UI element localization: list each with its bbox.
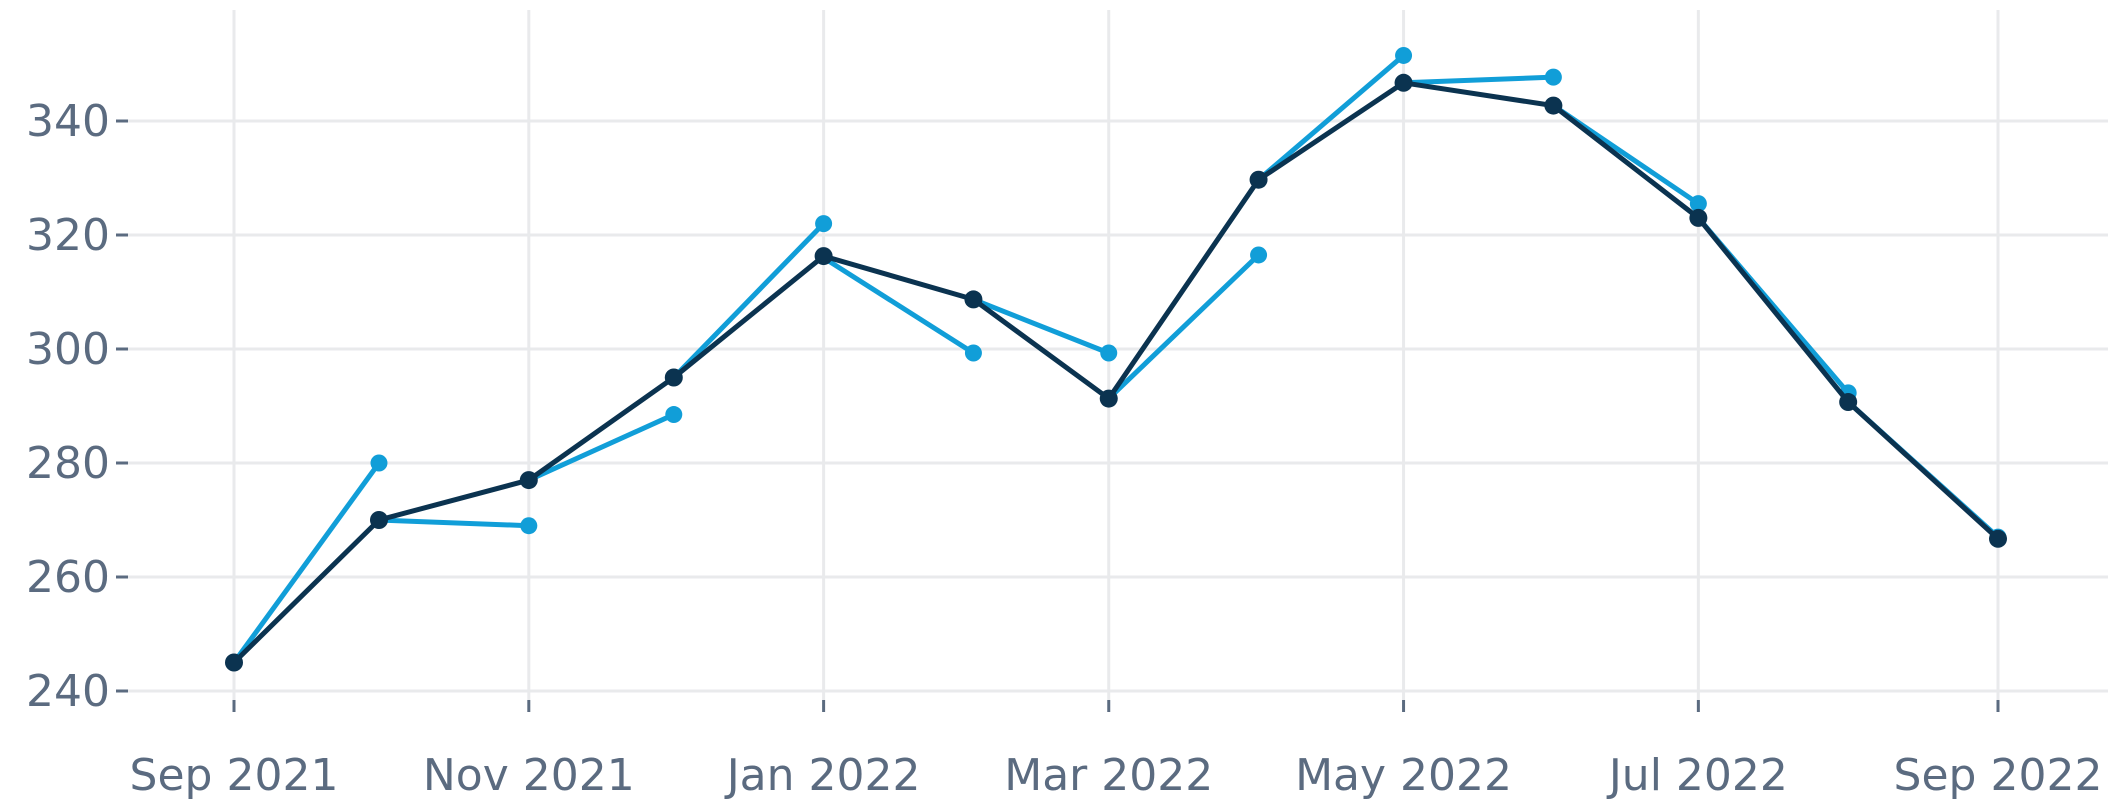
- x-tick-label: Jul 2022: [1606, 750, 1788, 801]
- x-tick-label: Nov 2021: [423, 750, 635, 801]
- forecast-point: [1544, 68, 1562, 86]
- actual-point: [1989, 529, 2007, 548]
- actual-point: [1099, 389, 1118, 408]
- forecast-segment-line: [1256, 53, 1406, 182]
- actual-point: [664, 368, 683, 387]
- actual-point: [1249, 170, 1268, 189]
- forecast-segments-series: [231, 46, 2007, 664]
- forecast-segment-line: [672, 221, 826, 380]
- actual-point: [1544, 96, 1563, 115]
- x-tick-label: Sep 2021: [130, 750, 339, 801]
- forecast-segment-line: [378, 517, 529, 529]
- x-axis: Sep 2021 Nov 2021 Jan 2022 Mar 2022 May 2022…: [130, 700, 2103, 801]
- forecast-segment-line: [527, 412, 675, 483]
- forecast-segment-line: [231, 461, 382, 664]
- series-layer: [225, 46, 2007, 672]
- forecast-point: [665, 406, 683, 424]
- actual-point: [369, 511, 388, 529]
- actual-series: [225, 73, 2007, 672]
- forecast-point: [815, 215, 833, 233]
- x-tick-label: Mar 2022: [1004, 750, 1213, 801]
- forecast-segment-line: [972, 297, 1110, 356]
- y-tick-label: 300: [26, 324, 110, 375]
- actual-point: [1689, 208, 1708, 227]
- y-tick-label: 260: [26, 552, 110, 603]
- forecast-point: [1395, 46, 1413, 64]
- y-axis: 240 260 280 300 320 340: [26, 96, 128, 717]
- actual-point: [1839, 393, 1858, 412]
- forecast-segment-line: [1107, 253, 1261, 401]
- forecast-point: [370, 454, 388, 472]
- forecast-point: [1689, 195, 1707, 213]
- actual-point: [225, 653, 243, 672]
- x-tick-label: May 2022: [1295, 750, 1512, 801]
- forecast-segment-line: [822, 255, 975, 356]
- forecast-point: [964, 344, 982, 362]
- y-tick-label: 240: [26, 666, 110, 717]
- x-tick-label: Sep 2022: [1894, 750, 2103, 801]
- y-tick-label: 280: [26, 438, 110, 489]
- y-tick-label: 340: [26, 96, 110, 147]
- y-tick-label: 320: [26, 210, 110, 261]
- actual-point: [814, 247, 833, 266]
- x-tick-label: Jan 2022: [724, 750, 921, 801]
- actual-point: [964, 290, 983, 309]
- x-gridlines: [232, 10, 2000, 700]
- forecast-segment-line: [1403, 74, 1554, 86]
- forecast-point: [520, 517, 538, 535]
- forecast-point: [1100, 344, 1118, 362]
- y-gridlines: [128, 119, 2108, 693]
- forecast-point: [1250, 246, 1268, 264]
- actual-point: [519, 471, 538, 490]
- actual-point: [1394, 73, 1413, 92]
